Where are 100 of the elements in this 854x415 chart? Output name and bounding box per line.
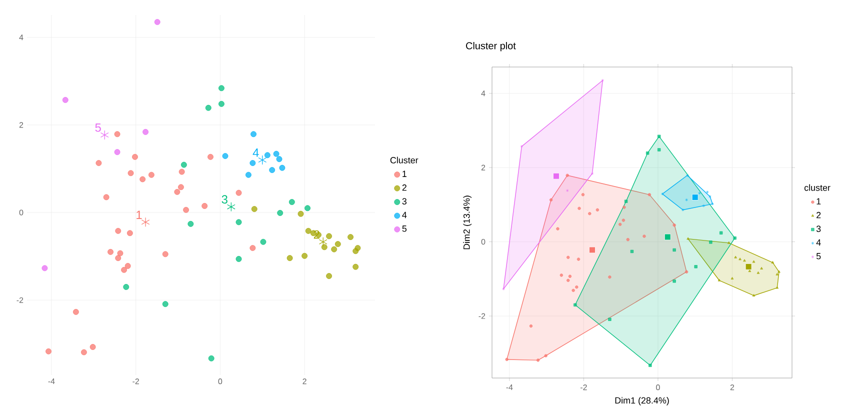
point xyxy=(556,227,560,230)
point xyxy=(218,85,224,92)
point xyxy=(121,266,128,273)
point xyxy=(694,265,698,268)
point xyxy=(222,153,228,160)
point xyxy=(326,273,332,280)
point xyxy=(776,272,779,276)
point xyxy=(298,210,304,217)
chart-title: Cluster plot xyxy=(466,42,516,52)
point xyxy=(72,308,79,315)
legend-label: 2 xyxy=(816,212,821,218)
point xyxy=(624,200,628,203)
point xyxy=(702,204,706,208)
point xyxy=(743,259,746,262)
legend-label: 5 xyxy=(816,253,821,260)
point xyxy=(269,167,276,174)
point xyxy=(596,208,600,212)
point xyxy=(672,224,676,227)
point xyxy=(80,349,87,356)
point xyxy=(115,255,122,262)
point xyxy=(734,256,737,258)
point xyxy=(622,206,626,209)
point xyxy=(778,270,780,273)
annotation: 4 xyxy=(252,148,259,157)
point xyxy=(245,172,252,178)
point xyxy=(208,154,214,160)
point xyxy=(114,149,120,156)
legend-label: 5 xyxy=(402,226,407,232)
point xyxy=(205,104,212,111)
point xyxy=(581,193,585,196)
point xyxy=(574,303,577,306)
point xyxy=(108,248,114,255)
point xyxy=(601,78,604,82)
point xyxy=(672,248,676,252)
point xyxy=(608,318,612,321)
point xyxy=(720,231,723,234)
point xyxy=(648,193,652,196)
point xyxy=(279,164,286,171)
point xyxy=(575,285,578,289)
point xyxy=(114,131,120,138)
point xyxy=(566,256,570,259)
point xyxy=(236,190,242,196)
point xyxy=(568,274,572,278)
point xyxy=(529,324,533,328)
point xyxy=(661,192,664,196)
point xyxy=(162,301,168,308)
point xyxy=(180,162,187,168)
annotation: 3 xyxy=(222,195,228,204)
point xyxy=(103,194,110,200)
legend-label: 4 xyxy=(402,212,407,218)
point xyxy=(90,344,96,350)
point xyxy=(590,172,594,176)
point xyxy=(709,240,712,244)
point xyxy=(251,206,258,212)
point xyxy=(681,208,684,212)
legend-label: 1 xyxy=(402,170,406,177)
point xyxy=(648,364,652,367)
point xyxy=(748,270,752,272)
point xyxy=(162,251,168,258)
point xyxy=(183,206,190,213)
point xyxy=(549,198,553,202)
point xyxy=(117,250,124,256)
y-axis-title: Dim2 (13.4%) xyxy=(463,196,472,250)
legend-title: cluster xyxy=(804,184,830,191)
point xyxy=(123,284,130,290)
point xyxy=(520,144,524,148)
point xyxy=(305,228,312,234)
point xyxy=(62,96,68,103)
point xyxy=(672,280,676,283)
point xyxy=(560,274,564,277)
legend-label: 4 xyxy=(816,239,821,246)
point xyxy=(730,276,734,280)
annotation: 5 xyxy=(95,123,101,132)
point xyxy=(250,131,257,138)
point xyxy=(132,154,138,160)
point xyxy=(505,358,508,362)
point xyxy=(536,358,540,362)
point xyxy=(148,172,154,178)
point xyxy=(626,238,630,242)
point xyxy=(286,255,293,262)
point xyxy=(277,210,284,216)
point xyxy=(752,260,756,263)
point xyxy=(502,287,505,291)
point xyxy=(686,174,689,177)
point xyxy=(756,271,760,274)
point xyxy=(126,230,133,236)
point xyxy=(331,246,338,252)
point xyxy=(686,237,690,240)
annotation: 1 xyxy=(136,210,142,219)
point xyxy=(348,234,354,240)
point xyxy=(618,222,622,226)
point xyxy=(128,170,134,176)
point xyxy=(250,245,256,251)
point xyxy=(334,241,341,248)
point xyxy=(288,199,295,205)
point xyxy=(698,192,701,195)
point xyxy=(706,190,709,194)
point xyxy=(188,220,194,227)
point xyxy=(576,258,580,261)
point xyxy=(657,148,661,152)
